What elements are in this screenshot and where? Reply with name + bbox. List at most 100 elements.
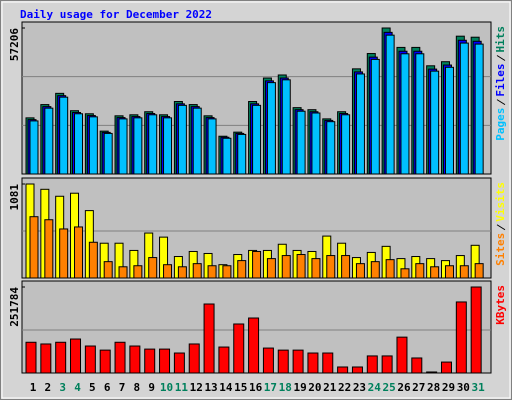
x-tick-label: 1 bbox=[30, 381, 37, 394]
x-tick-label: 9 bbox=[148, 381, 155, 394]
legend-label: Pages bbox=[494, 108, 507, 141]
x-tick-label: 8 bbox=[134, 381, 141, 394]
bar bbox=[207, 265, 217, 279]
bar bbox=[370, 261, 380, 279]
x-tick-label: 22 bbox=[338, 381, 351, 394]
bar bbox=[252, 250, 262, 279]
bar bbox=[396, 336, 408, 374]
bar bbox=[59, 228, 69, 279]
x-tick-label: 21 bbox=[323, 381, 337, 394]
x-tick-label: 6 bbox=[104, 381, 111, 394]
x-tick-label: 17 bbox=[264, 381, 277, 394]
bar bbox=[133, 117, 143, 175]
bar bbox=[400, 268, 410, 279]
bar bbox=[118, 118, 128, 175]
x-tick-label: 15 bbox=[234, 381, 247, 394]
x-tick-label: 7 bbox=[119, 381, 126, 394]
x-tick-label: 14 bbox=[219, 381, 233, 394]
bar bbox=[266, 82, 276, 175]
bar bbox=[177, 266, 187, 279]
x-tick-label: 23 bbox=[353, 381, 366, 394]
bar bbox=[440, 361, 452, 374]
bar bbox=[103, 132, 113, 175]
x-tick-label: 20 bbox=[308, 381, 321, 394]
legend-label: Files bbox=[494, 64, 507, 97]
bar bbox=[133, 265, 143, 279]
x-tick-label: 16 bbox=[249, 381, 263, 394]
bar bbox=[55, 341, 67, 374]
bar bbox=[129, 345, 141, 374]
x-tick-label: 31 bbox=[472, 381, 486, 394]
bar bbox=[400, 53, 410, 175]
bar bbox=[103, 261, 113, 279]
bar bbox=[177, 104, 187, 175]
bar bbox=[322, 352, 334, 374]
bar bbox=[44, 107, 54, 175]
legend-separator bbox=[496, 224, 506, 231]
bar bbox=[430, 70, 440, 175]
bar bbox=[159, 348, 171, 374]
bar bbox=[148, 114, 158, 175]
bar bbox=[29, 216, 39, 279]
bar bbox=[222, 265, 232, 279]
bar bbox=[277, 349, 289, 374]
x-tick-label: 25 bbox=[383, 381, 396, 394]
bar bbox=[459, 42, 469, 175]
bar bbox=[173, 352, 185, 374]
bar bbox=[262, 347, 274, 374]
bar bbox=[59, 96, 69, 175]
x-tick-label: 11 bbox=[175, 381, 189, 394]
legend-separator bbox=[496, 55, 506, 61]
bar bbox=[296, 254, 306, 279]
legend-label: Visits bbox=[494, 182, 507, 222]
bar bbox=[74, 226, 84, 279]
bar bbox=[341, 255, 351, 279]
bar bbox=[292, 349, 304, 374]
bar bbox=[188, 343, 200, 374]
bar bbox=[366, 355, 378, 374]
bar bbox=[25, 341, 37, 374]
bar bbox=[385, 259, 395, 279]
bar bbox=[337, 366, 349, 374]
bar bbox=[426, 371, 438, 374]
x-tick-label: 3 bbox=[59, 381, 66, 394]
x-tick-label: 26 bbox=[397, 381, 411, 394]
bar bbox=[415, 53, 425, 175]
bar bbox=[341, 114, 351, 175]
bar bbox=[444, 265, 454, 279]
bar bbox=[455, 301, 467, 374]
bar bbox=[355, 73, 365, 175]
bar bbox=[355, 263, 365, 279]
x-tick-label: 24 bbox=[368, 381, 382, 394]
bar bbox=[40, 343, 52, 374]
bar bbox=[192, 263, 202, 279]
bar bbox=[237, 133, 247, 175]
legend-label: Sites bbox=[494, 233, 507, 266]
legend-label: KBytes bbox=[494, 285, 507, 325]
x-tick-label: 12 bbox=[190, 381, 203, 394]
bar bbox=[311, 112, 321, 175]
bar bbox=[207, 118, 217, 175]
x-tick-label: 19 bbox=[293, 381, 306, 394]
bar bbox=[444, 66, 454, 175]
bar bbox=[307, 352, 319, 374]
bar bbox=[70, 338, 82, 374]
bar bbox=[148, 257, 158, 279]
bar bbox=[430, 266, 440, 279]
bar bbox=[385, 34, 395, 175]
bar bbox=[222, 137, 232, 175]
bar bbox=[381, 355, 393, 374]
x-tick-label: 30 bbox=[457, 381, 470, 394]
bar bbox=[233, 323, 245, 374]
y-tick-label: 57206 bbox=[8, 28, 21, 61]
x-tick-label: 4 bbox=[74, 381, 81, 394]
x-tick-label: 18 bbox=[279, 381, 292, 394]
bar bbox=[218, 346, 230, 374]
bar bbox=[237, 260, 247, 279]
x-tick-label: 5 bbox=[89, 381, 96, 394]
bar bbox=[118, 266, 128, 279]
bar bbox=[84, 345, 96, 374]
bar bbox=[326, 121, 336, 175]
